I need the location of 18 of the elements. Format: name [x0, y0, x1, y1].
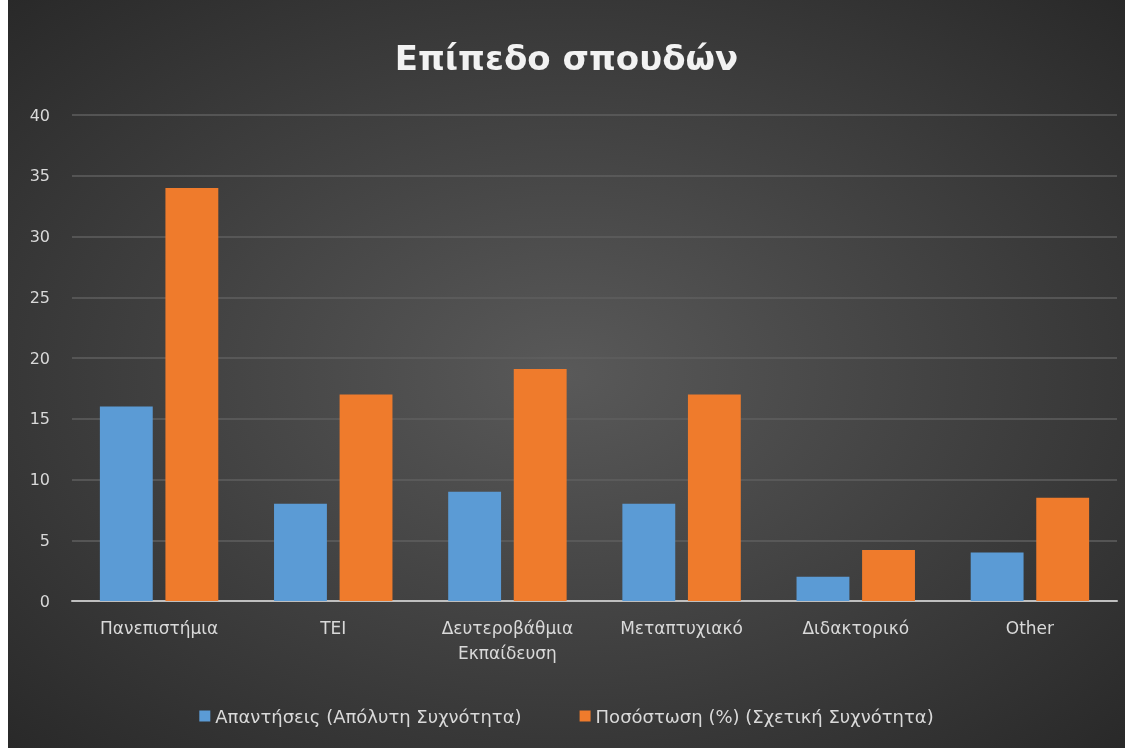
legend-label: Απαντήσεις (Απόλυτη Συχνότητα): [215, 705, 522, 727]
y-tick-label: 20: [29, 348, 50, 368]
chart-title: Επίπεδο σπουδών: [394, 38, 739, 78]
x-tick-label: ΤΕΙ: [319, 617, 347, 638]
y-tick-label: 15: [29, 409, 50, 429]
x-tick-label: Other: [1005, 617, 1055, 638]
x-tick-label: Πανεπιστήμια: [99, 617, 219, 638]
x-tick-label: Μεταπτυχιακό: [620, 617, 743, 638]
y-tick-label: 30: [29, 227, 50, 246]
y-tick-label: 0: [39, 591, 50, 611]
y-tick-label: 40: [29, 105, 50, 125]
y-tick-label: 10: [29, 470, 50, 489]
y-tick-label: 5: [39, 530, 50, 550]
y-tick-label: 25: [29, 287, 50, 307]
x-tick-label: Δευτεροβάθμια Εκπαίδευση: [441, 617, 574, 663]
x-tick-label: Διδακτορικό: [802, 617, 910, 638]
y-tick-label: 35: [29, 166, 50, 186]
legend-label: Ποσόστωση (%) (Σχετική Συχνότητα): [595, 705, 934, 727]
